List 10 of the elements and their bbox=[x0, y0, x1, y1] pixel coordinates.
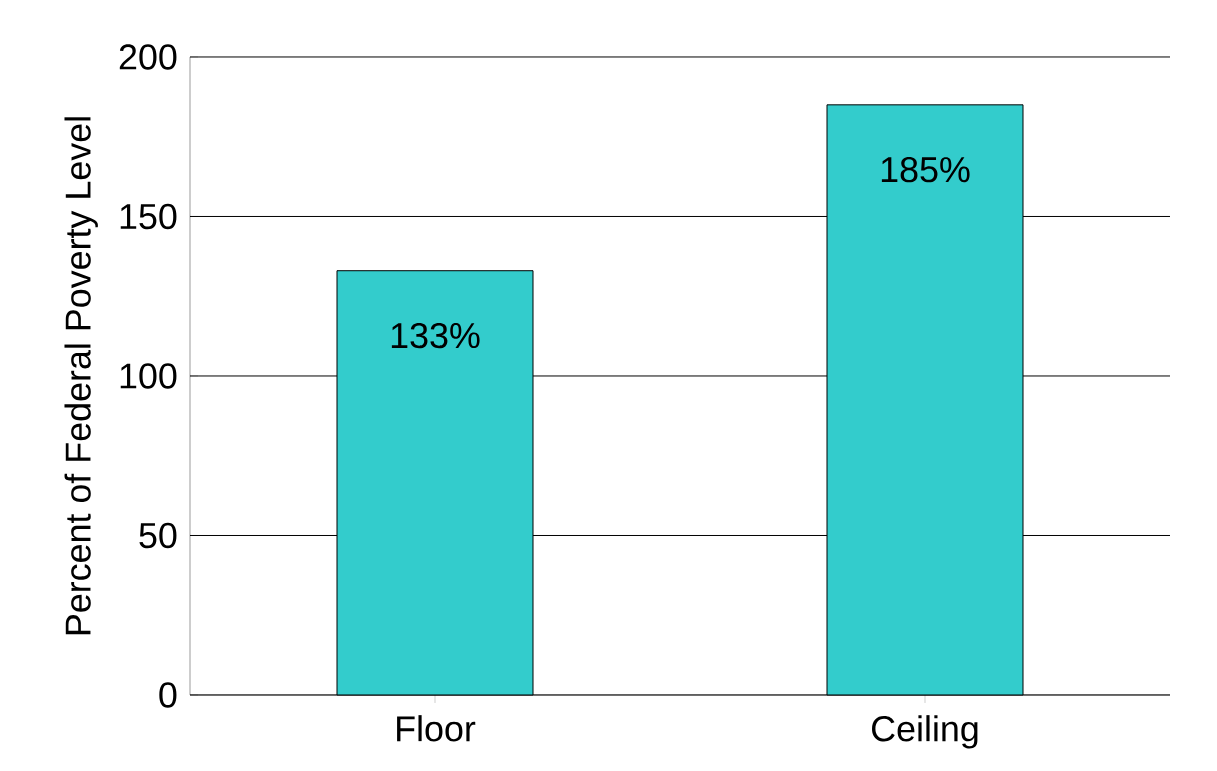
y-axis-title: Percent of Federal Poverty Level bbox=[64, 117, 98, 635]
y-tick-label: 200 bbox=[119, 44, 177, 70]
x-tick-label: Ceiling bbox=[872, 715, 978, 749]
y-tick-label: 100 bbox=[120, 363, 177, 389]
x-tick-label: Floor bbox=[397, 715, 476, 742]
y-tick-label: 50 bbox=[139, 522, 177, 549]
y-tick-label: 150 bbox=[120, 203, 177, 230]
data-label: 185% bbox=[881, 157, 970, 183]
data-label: 133% bbox=[391, 322, 480, 349]
y-tick-label: 0 bbox=[159, 682, 177, 708]
